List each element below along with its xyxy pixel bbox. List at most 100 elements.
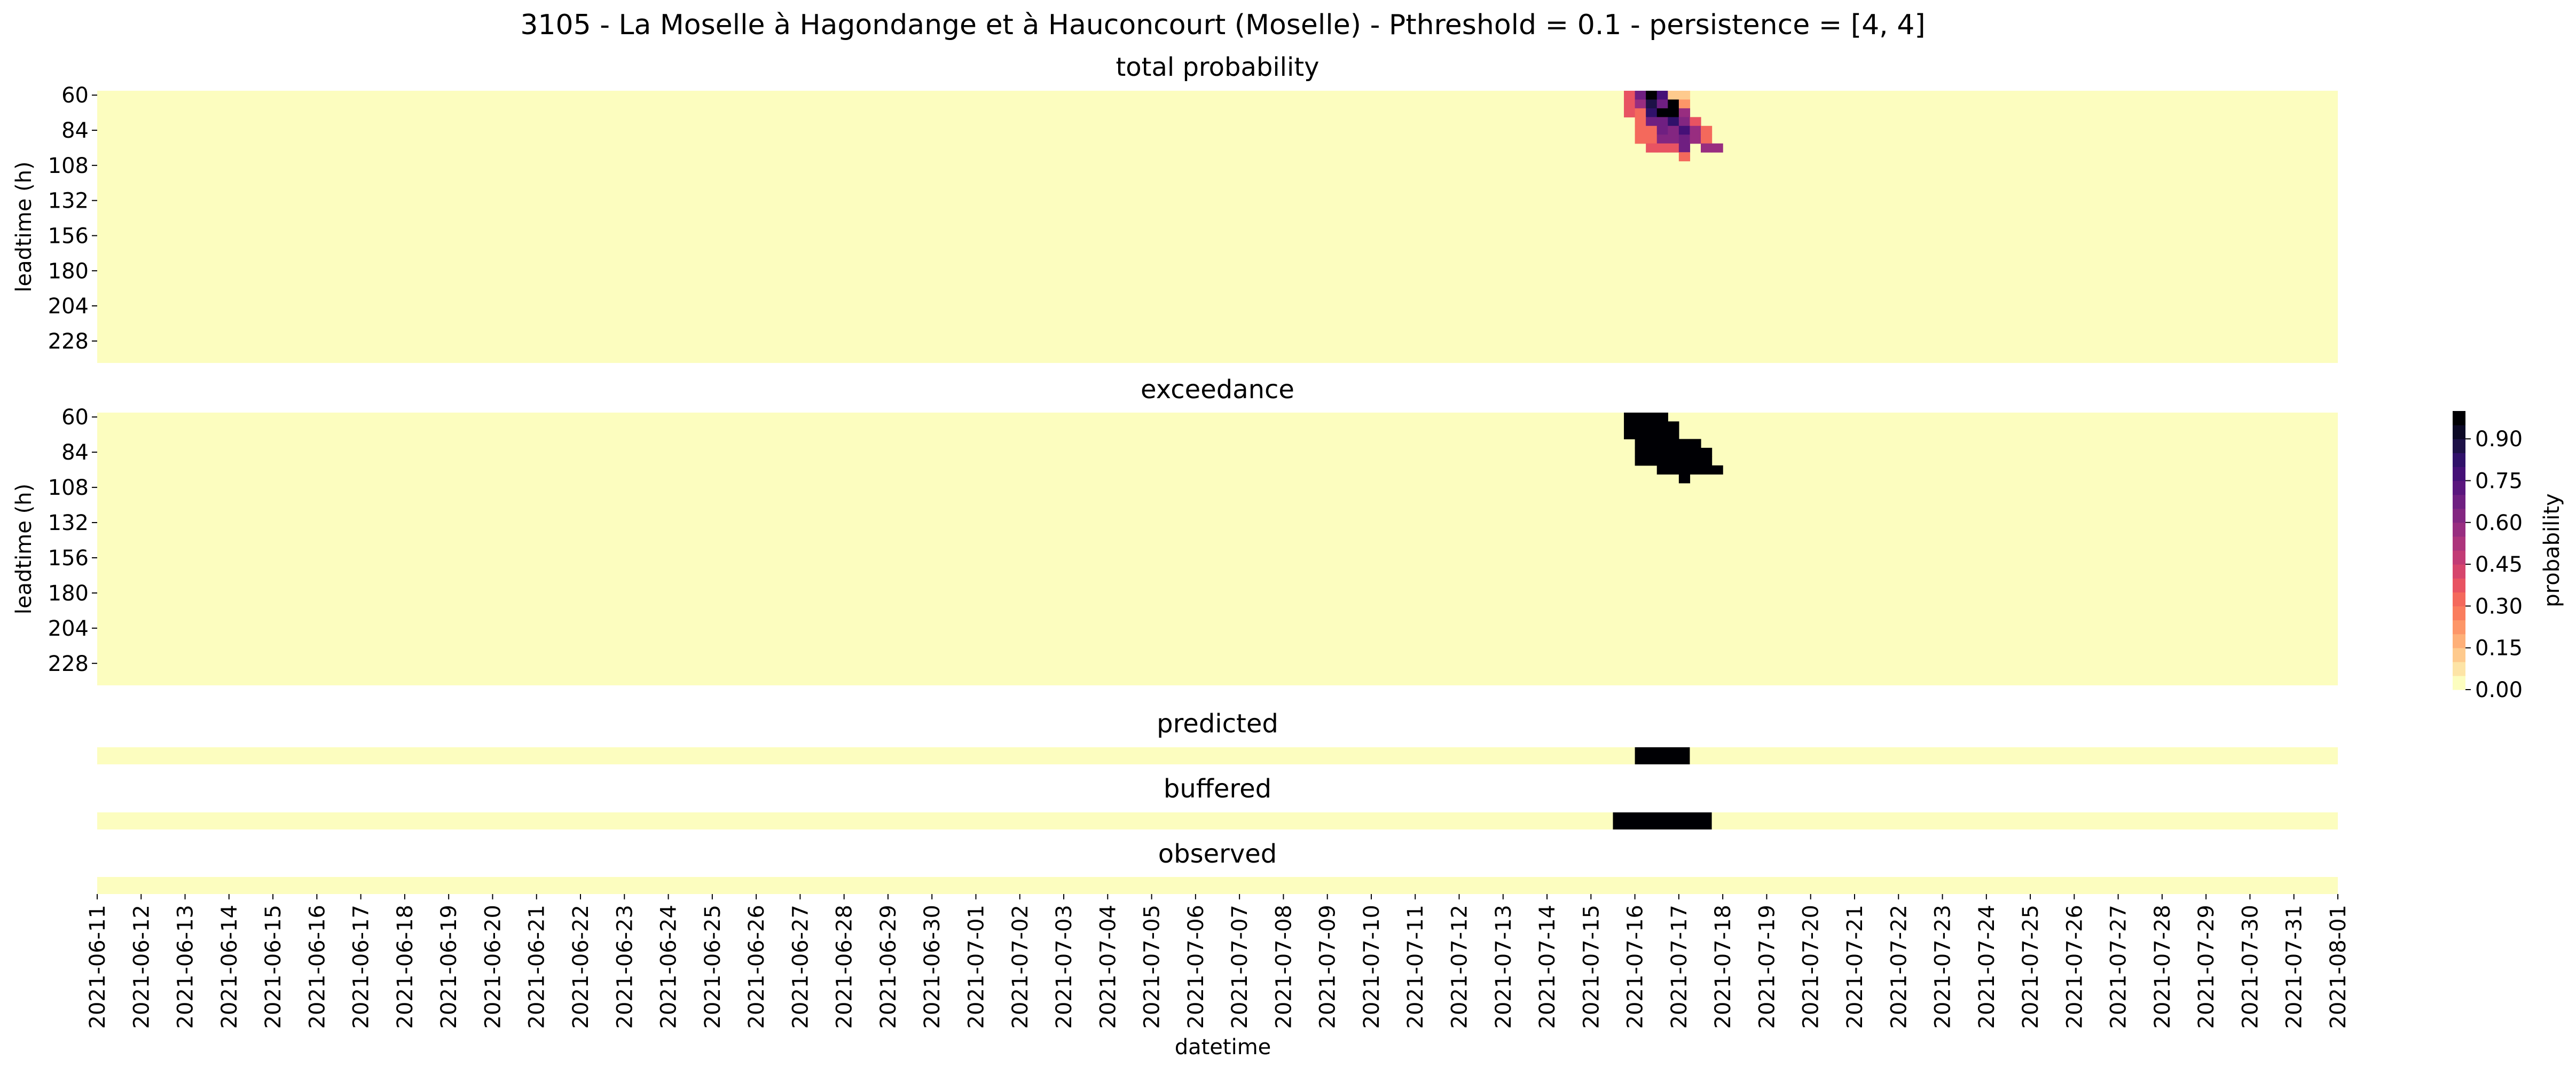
heatmap-cell (1646, 430, 1658, 440)
strip-title: buffered (1164, 774, 1271, 804)
x-tick-label: 2021-07-10 (1360, 905, 1384, 1029)
strip-title: observed (1158, 839, 1277, 869)
heatmap-cell (1678, 143, 1691, 153)
x-tick-label: 2021-06-14 (217, 905, 242, 1029)
x-tick-label: 2021-07-04 (1096, 905, 1120, 1029)
heatmap-cell (1656, 99, 1668, 109)
colorbar-tick-label: 0.75 (2475, 469, 2523, 494)
y-tick-label: 108 (48, 154, 89, 178)
heatmap-cell (1656, 143, 1668, 153)
colorbar-segment (2453, 620, 2465, 635)
heatmap-cell (1678, 135, 1691, 144)
x-tick-label: 2021-07-29 (2194, 905, 2219, 1029)
panel-background (97, 413, 2338, 685)
colorbar-segment (2453, 550, 2465, 565)
x-tick-label: 2021-06-26 (744, 905, 769, 1029)
heatmap-cell (1668, 439, 1679, 448)
x-tick-label: 2021-07-27 (2107, 905, 2131, 1029)
heatmap-cell (1635, 135, 1646, 144)
x-tick-label: 2021-07-20 (1799, 905, 1824, 1029)
x-tick-label: 2021-06-25 (701, 905, 725, 1029)
x-tick-label: 2021-06-17 (349, 905, 374, 1029)
colorbar-tick-label: 0.60 (2475, 511, 2523, 535)
x-tick-label: 2021-06-23 (612, 905, 637, 1029)
event-strips: predicted buffered observed (97, 709, 2338, 894)
y-tick-label: 84 (61, 118, 89, 143)
heatmap-cell (1690, 447, 1701, 457)
x-tick-label: 2021-07-08 (1271, 905, 1296, 1029)
x-tick-label: 2021-07-28 (2150, 905, 2175, 1029)
colorbar-segment (2453, 564, 2465, 579)
panel-background (97, 91, 2338, 363)
colorbar-tick-label: 0.30 (2475, 594, 2523, 619)
heatmap-cell (1678, 439, 1691, 448)
x-tick-label: 2021-06-21 (525, 905, 549, 1029)
heatmap-cell (1646, 135, 1658, 144)
colorbar-tick-label: 0.90 (2475, 427, 2523, 452)
strip-predicted: predicted (97, 709, 2338, 764)
x-tick-label: 2021-07-09 (1316, 905, 1340, 1029)
y-axis-label: leadtime (h) (12, 161, 36, 292)
colorbar-segment (2453, 661, 2465, 676)
heatmap-cell (1678, 447, 1691, 457)
y-tick-label: 84 (61, 440, 89, 465)
x-tick-label: 2021-07-03 (1052, 905, 1077, 1029)
heatmap-cell (1624, 99, 1636, 109)
y-tick-label: 228 (48, 329, 89, 354)
heatmap-cell (1701, 447, 1713, 457)
heatmap-cell (1668, 143, 1679, 153)
heatmap-cell (1678, 117, 1691, 127)
x-tick-label: 2021-06-18 (393, 905, 418, 1029)
heatmap-cell (1668, 135, 1679, 144)
heatmap-cell (1668, 99, 1679, 109)
x-tick-label: 2021-06-27 (788, 905, 813, 1029)
heatmap-cell (1656, 108, 1668, 117)
heatmap-cell (1656, 456, 1668, 466)
heatmap-cell (1690, 125, 1701, 135)
heatmap-cell (1646, 456, 1658, 466)
heatmap-cell (1624, 430, 1636, 440)
colorbar-segment (2453, 606, 2465, 621)
heatmap-cell (1646, 143, 1658, 153)
colorbar-segment (2453, 522, 2465, 537)
colorbar-tick-label: 0.00 (2475, 678, 2523, 702)
heatmap-cell (1701, 456, 1713, 466)
x-tick-label: 2021-07-24 (1975, 905, 1999, 1029)
heatmap-cell (1635, 430, 1646, 440)
heatmap-cell (1635, 439, 1646, 448)
heatmap-cell (1656, 465, 1668, 475)
x-tick-label: 2021-06-13 (174, 905, 198, 1029)
heatmap-cell (1668, 117, 1679, 127)
heatmap-cell (1678, 125, 1691, 135)
x-tick-label: 2021-07-06 (1184, 905, 1208, 1029)
x-tick-label: 2021-07-13 (1491, 905, 1516, 1029)
colorbar-segment (2453, 425, 2465, 439)
y-tick-label: 228 (48, 652, 89, 676)
heatmap-cell (1668, 447, 1679, 457)
x-tick-label: 2021-06-16 (305, 905, 329, 1029)
y-axis-label: leadtime (h) (12, 484, 36, 614)
x-tick-label: 2021-07-19 (1755, 905, 1779, 1029)
heatmap-cell (1635, 413, 1646, 422)
heatmap-panel-exceedance: exceedance 60 84 108 132 156 180 204 228 leadtime… (12, 375, 2338, 685)
heatmap-cell (1678, 108, 1691, 117)
strip-background (97, 747, 2338, 764)
colorbar-segment (2453, 578, 2465, 592)
x-tick-label: 2021-07-01 (964, 905, 988, 1029)
heatmap-cell (1711, 465, 1723, 475)
heatmap-cell (1678, 474, 1691, 484)
heatmap-cell (1635, 447, 1646, 457)
heatmap-cell (1668, 91, 1679, 100)
x-tick-label: 2021-07-22 (1887, 905, 1911, 1029)
x-tick-label: 2021-07-17 (1667, 905, 1692, 1029)
x-tick-label: 2021-06-30 (920, 905, 945, 1029)
colorbar: 0.00 0.15 0.30 0.45 0.60 0.75 0.90 probability (2453, 411, 2564, 702)
x-tick-label: 2021-07-25 (2019, 905, 2043, 1029)
heatmap-cell (1635, 125, 1646, 135)
heatmap-cell (1668, 465, 1679, 475)
heatmap-cell (1656, 430, 1668, 440)
panel-title: exceedance (1141, 375, 1294, 405)
heatmap-cell (1635, 108, 1646, 117)
colorbar-segment (2453, 592, 2465, 606)
heatmap-cell (1656, 117, 1668, 127)
